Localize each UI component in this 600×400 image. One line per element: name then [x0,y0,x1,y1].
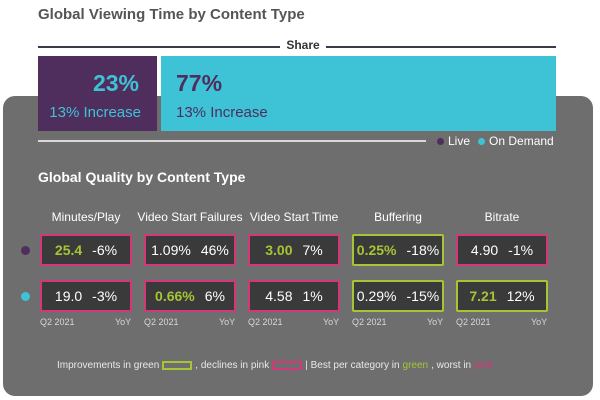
yoy-label: YoY [531,317,548,327]
live-share-change: 13% Increase [49,104,141,121]
footnote: Improvements in green , declines in pink… [57,360,492,371]
on-demand-share-value: 77% [176,70,223,96]
footnote-green-word: green [402,360,429,371]
footnote-pink-word: pink [474,360,493,371]
share-divider-left [38,46,280,48]
metric-value: 0.29% [356,288,397,304]
legend-on-demand-label: On Demand [489,134,554,148]
metric-yoy: 46% [200,242,229,258]
metric-value: 4.90 [470,242,499,258]
metric-cell-on-demand-minutes-play: 19.0 -3% [40,280,132,312]
metric-cell-on-demand-video-start-time: 4.58 1% [248,280,340,312]
live-share-value: 23% [92,70,139,96]
row-dot-live-icon [21,246,30,255]
metric-cell-live-bitrate: 4.90 -1% [456,234,548,266]
metric-value: 0.25% [356,242,397,258]
footnote-declines: , declines in pink [195,360,270,371]
share-divider-right [326,46,556,48]
yoy-label: YoY [219,317,236,327]
metric-cell-on-demand-buffering: 0.29% -15% [352,280,444,312]
metric-cell-live-video-start-time: 3.00 7% [248,234,340,266]
share-bar-live: 23% 13% Increase [38,56,157,131]
period-label: Q2 2021 [352,317,387,327]
metric-value: 19.0 [54,288,83,304]
metric-cell-on-demand-bitrate: 7.21 12% [456,280,548,312]
yoy-label: YoY [427,317,444,327]
metric-cell-live-minutes-play: 25.4 -6% [40,234,132,266]
period-label: Q2 2021 [40,317,75,327]
share-bar-on-demand: 77% 13% Increase [161,56,556,131]
row-dot-on-demand-icon [21,292,30,301]
metric-cell-live-buffering: 0.25% -18% [352,234,444,266]
column-header-minutes-play: Minutes/Play [51,210,121,224]
period-label: Q2 2021 [248,317,283,327]
column-header-buffering: Buffering [374,210,422,224]
legend-live-dot-icon [437,137,444,145]
column-header-video-start-failures: Video Start Failures [137,210,243,224]
chart-title: Global Viewing Time by Content Type [38,6,305,23]
on-demand-share-change: 13% Increase [176,104,268,121]
green-swatch-icon [162,361,193,370]
legend-live-label: Live [448,134,471,148]
yoy-label: YoY [115,317,132,327]
metric-cell-live-video-start-failures: 1.09% 46% [144,234,236,266]
metric-yoy: -6% [92,242,118,258]
metric-yoy: -1% [508,242,534,258]
pink-swatch-icon [272,361,303,370]
share-label: Share [286,38,320,52]
metric-yoy: -3% [92,288,118,304]
quality-title: Global Quality by Content Type [38,169,246,185]
metric-yoy: -18% [406,242,440,258]
metric-value: 7.21 [469,288,497,304]
metric-yoy: 1% [302,288,323,304]
metric-value: 4.58 [265,288,293,304]
metric-cell-on-demand-video-start-failures: 0.66% 6% [144,280,236,312]
yoy-label: YoY [323,317,340,327]
period-label: Q2 2021 [456,317,491,327]
column-header-bitrate: Bitrate [484,210,520,224]
metric-value: 25.4 [54,242,83,258]
metric-yoy: 12% [506,288,535,304]
period-label: Q2 2021 [144,317,179,327]
footnote-improvements: Improvements in green [57,360,160,371]
footnote-best: | Best per category in [305,360,400,371]
legend-on-demand-dot-icon [478,137,486,145]
metric-yoy: 6% [204,288,225,304]
metric-value: 1.09% [151,242,191,258]
footnote-worst: , worst in [431,360,472,371]
metric-value: 0.66% [155,288,195,304]
metric-yoy: 7% [302,242,323,258]
metric-value: 3.00 [265,242,293,258]
metric-yoy: -15% [406,288,440,304]
column-header-video-start-time: Video Start Time [249,210,339,224]
share-baseline [38,140,426,142]
legend: Live On Demand [437,134,562,148]
